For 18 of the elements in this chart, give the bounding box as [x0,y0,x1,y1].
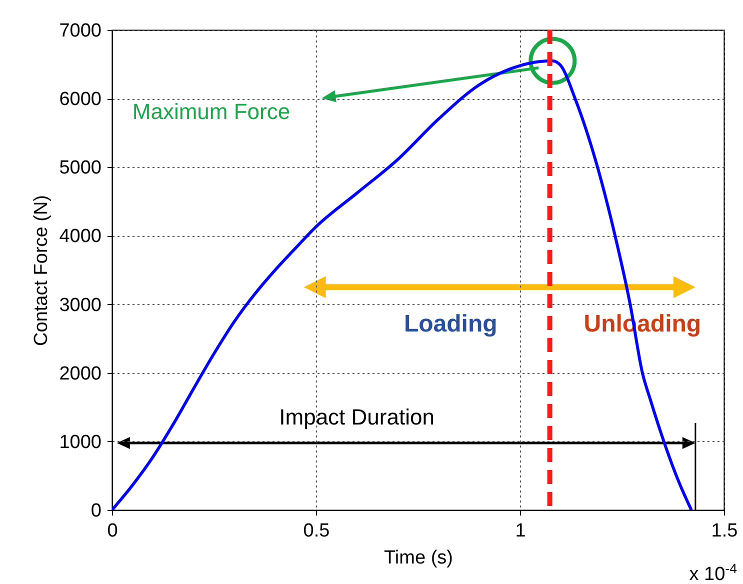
x-tick-label: 1.5 [711,520,738,542]
x-axis-title: Time (s) [384,548,453,568]
x-tick-label: 1 [515,520,526,542]
x-tick-label: 0.5 [303,520,330,542]
annotation: Maximum Force [132,99,290,124]
text: x 10$^{-4}$ [689,560,737,584]
y-tick-label: 6000 [59,89,102,110]
annotation: Impact Duration [279,404,434,430]
y-tick-label: 5000 [59,158,102,179]
y-tick-label: 2000 [59,363,102,384]
y-tick-label: 7000 [59,20,102,42]
annotation: Loading [404,310,498,338]
x-tick-label: 0 [107,520,118,542]
y-tick-label: 0 [90,500,102,522]
y-tick-label: 4000 [59,226,102,248]
y-axis-title: Contact Force (N) [31,195,52,346]
y-tick-label: 1000 [59,432,102,453]
y-tick-label: 3000 [59,294,102,316]
